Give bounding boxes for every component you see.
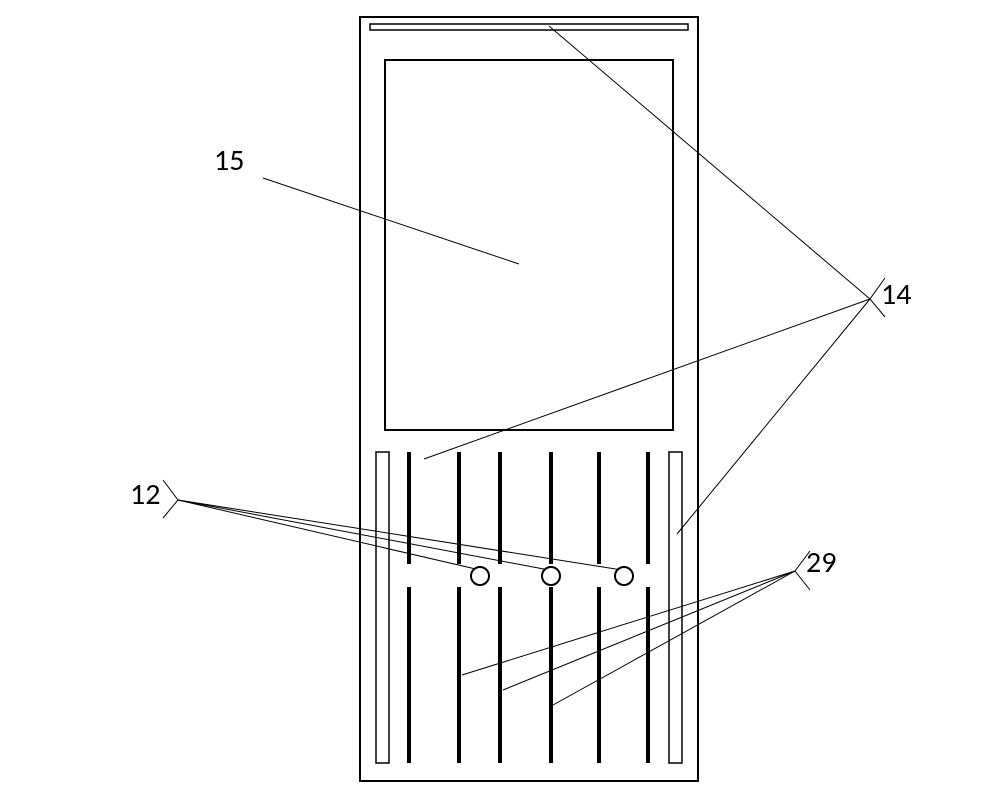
callout-bracket bbox=[163, 480, 178, 518]
knob bbox=[615, 567, 633, 585]
callout-label-14: 14 bbox=[881, 276, 911, 313]
side-slot-left bbox=[376, 452, 389, 763]
lead-line bbox=[263, 178, 519, 264]
lead-line bbox=[178, 500, 549, 570]
callout-label-29: 29 bbox=[806, 544, 836, 581]
knob bbox=[542, 567, 560, 585]
lead-line bbox=[178, 500, 622, 570]
top-slit bbox=[370, 24, 688, 30]
side-slot-right bbox=[669, 452, 682, 763]
lead-line bbox=[549, 26, 870, 299]
callout-label-15: 15 bbox=[214, 142, 244, 179]
lead-line bbox=[677, 299, 870, 534]
callout-label-12: 12 bbox=[130, 476, 160, 513]
lead-line bbox=[553, 571, 795, 705]
screen bbox=[385, 60, 673, 430]
lead-line bbox=[462, 571, 795, 675]
lead-line bbox=[178, 500, 480, 570]
lead-line bbox=[424, 299, 870, 459]
knob bbox=[471, 567, 489, 585]
